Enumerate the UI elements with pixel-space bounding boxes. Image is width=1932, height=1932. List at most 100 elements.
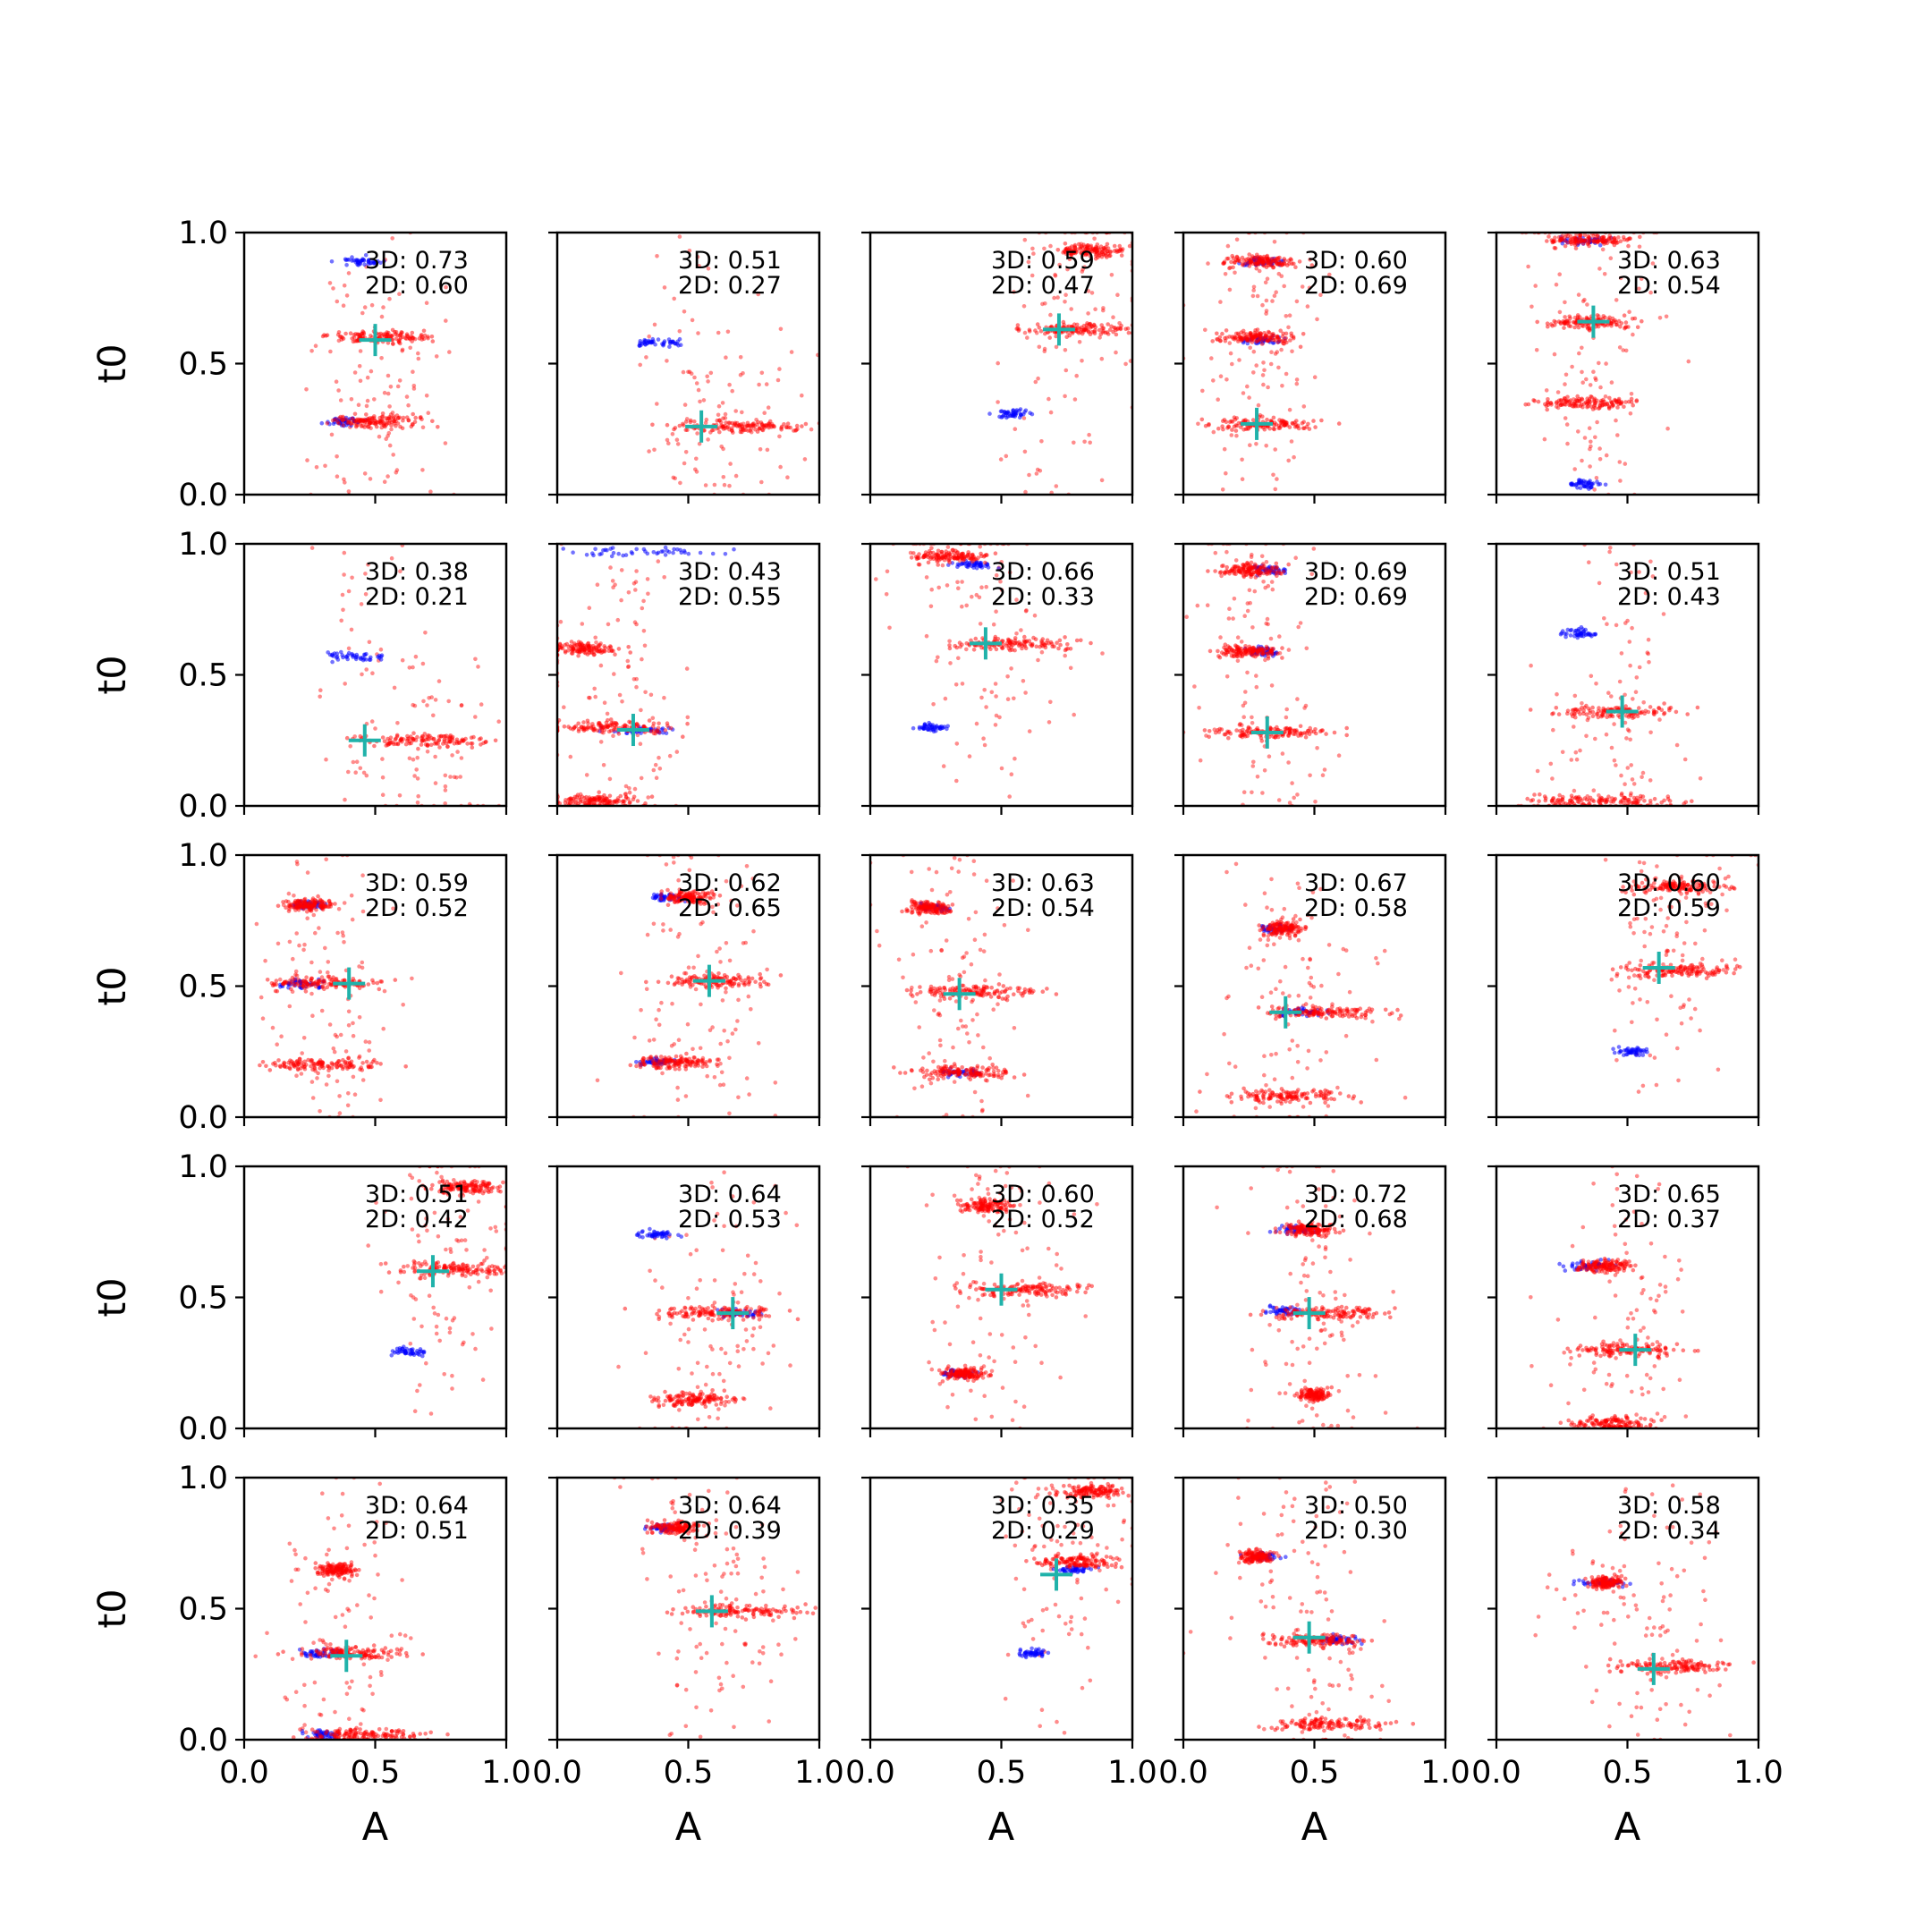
point-red [693, 467, 698, 472]
point-red [1254, 442, 1258, 446]
point-red [1076, 331, 1081, 335]
point-red [1064, 246, 1070, 250]
point-red [1611, 800, 1615, 804]
point-red [379, 314, 385, 319]
point-red [1546, 397, 1550, 402]
point-red [1634, 675, 1640, 680]
point-red [974, 592, 979, 597]
y-tick-label: 0.0 [178, 478, 228, 513]
point-red [627, 719, 631, 724]
point-red [447, 350, 452, 354]
point-red [1255, 334, 1260, 338]
point-red [381, 1026, 386, 1031]
point-red [1651, 708, 1657, 713]
score-3d-label: 3D: 0.66 [991, 558, 1095, 586]
point-red [994, 609, 998, 614]
point-red [324, 857, 329, 862]
point-red [678, 480, 682, 486]
point-red [1284, 314, 1289, 318]
point-red [1192, 684, 1197, 689]
point-red [1225, 243, 1231, 249]
point-red [404, 394, 410, 399]
point-red [1224, 470, 1228, 476]
point-red [429, 695, 435, 699]
point-red [1647, 660, 1651, 665]
point-red [723, 424, 727, 428]
point-red [1597, 457, 1603, 462]
point-red [1648, 778, 1653, 783]
point-blue [1597, 481, 1603, 487]
point-red [792, 428, 796, 433]
point-red [338, 398, 343, 402]
point-red [777, 367, 782, 371]
point-red [1235, 635, 1241, 640]
point-red [1021, 679, 1026, 683]
point-red [1207, 734, 1211, 740]
point-red [1250, 625, 1255, 630]
point-red [356, 333, 360, 337]
point-red [626, 665, 631, 670]
point-red [389, 334, 394, 339]
point-red [1530, 304, 1534, 309]
point-red [416, 746, 420, 751]
point-red [1298, 344, 1303, 350]
point-red [434, 741, 439, 746]
point-red [1629, 570, 1633, 575]
point-red [406, 418, 411, 423]
point-red [945, 545, 951, 549]
point-red [1205, 603, 1210, 607]
point-blue [1573, 483, 1579, 487]
point-red [1278, 328, 1283, 334]
point-red [1548, 401, 1554, 405]
point-red [610, 579, 615, 583]
point-red [987, 644, 992, 649]
point-red [349, 627, 354, 632]
y-tick-label: 0.5 [178, 658, 228, 694]
point-red [1253, 575, 1258, 580]
point-red [1612, 722, 1616, 726]
point-red [962, 555, 967, 560]
point-red [960, 604, 964, 609]
point-red [1662, 701, 1666, 706]
point-red [981, 736, 986, 741]
point-red [1258, 735, 1264, 741]
point-red [373, 726, 377, 731]
point-red [643, 801, 648, 806]
point-red [1040, 637, 1046, 641]
point-red [1105, 242, 1110, 247]
y-axis-label: t0 [90, 655, 135, 694]
point-red [1606, 237, 1612, 242]
point-red [1555, 691, 1559, 697]
point-red [649, 794, 655, 799]
point-red [1261, 571, 1266, 576]
point-red [1275, 724, 1279, 730]
point-red [254, 921, 259, 927]
point-red [617, 799, 622, 803]
point-red [420, 425, 426, 430]
point-red [1102, 246, 1107, 251]
point-red [1267, 335, 1272, 340]
point-red [1046, 641, 1051, 646]
point-red [1269, 648, 1274, 654]
point-red [496, 719, 501, 724]
point-red [1013, 756, 1017, 761]
point-red [1633, 798, 1638, 802]
point-red [344, 735, 350, 741]
point-red [419, 337, 425, 342]
point-red [1304, 646, 1309, 651]
point-red [973, 636, 979, 641]
point-red [1100, 330, 1106, 335]
point-red [357, 1015, 362, 1020]
point-blue [663, 553, 668, 557]
point-red [601, 798, 606, 803]
point-red [1292, 454, 1296, 460]
point-red [1223, 272, 1228, 276]
point-red [395, 721, 400, 725]
point-red [1027, 472, 1031, 478]
point-red [1119, 253, 1124, 258]
point-red [1307, 285, 1312, 291]
point-red [683, 450, 689, 454]
point-red [1097, 335, 1102, 340]
point-red [425, 750, 430, 754]
point-red [305, 458, 309, 462]
